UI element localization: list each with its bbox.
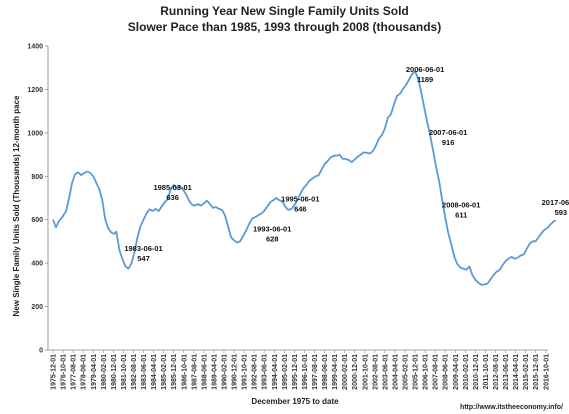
- annotation-date: 2007-06-01: [429, 128, 467, 137]
- x-tick-label: 2016-10-01: [543, 354, 550, 390]
- annotation-value: 916: [442, 138, 455, 147]
- y-tick-label: 1200: [27, 87, 43, 94]
- x-tick-label: 2009-04-01: [453, 354, 460, 390]
- x-tick-label: 2010-12-01: [473, 354, 480, 390]
- y-tick-label: 400: [31, 261, 43, 268]
- y-tick-label: 0: [39, 348, 43, 355]
- annotation-value: 593: [555, 208, 568, 217]
- x-tick-label: 1994-04-01: [272, 354, 279, 390]
- annotation-date: 2006-06-01: [406, 65, 444, 74]
- x-tick-label: 1975-12-01: [51, 354, 58, 390]
- x-tick-label: 1997-08-01: [312, 354, 319, 390]
- x-tick-label: 1986-10-01: [181, 354, 188, 390]
- x-tick-label: 1993-06-01: [262, 354, 269, 390]
- x-axis: 1975-12-01 1976-10-01 1977-08-01 1978-06-01…: [48, 349, 550, 390]
- x-tick-label: 1988-06-01: [201, 354, 208, 390]
- x-tick-label: 1992-08-01: [252, 354, 259, 390]
- x-tick-label: 1980-02-01: [101, 354, 108, 390]
- x-tick-label: 1979-04-01: [91, 354, 98, 390]
- annotation-value: 547: [137, 254, 150, 263]
- x-tick-label: 1989-04-01: [211, 354, 218, 390]
- chart-subtitle: Slower Pace than 1985, 1993 through 2008…: [128, 20, 441, 34]
- x-tick-label: 1990-12-01: [232, 354, 239, 390]
- annotation-date: 1995-06-01: [281, 195, 319, 204]
- x-tick-label: 2008-06-01: [443, 354, 450, 390]
- x-tick-label: 2006-10-01: [423, 354, 430, 390]
- annotation-date: 2008-06-01: [442, 200, 480, 209]
- x-tick-label: 2014-04-01: [513, 354, 520, 390]
- x-tick-label: 1985-12-01: [171, 354, 178, 390]
- annotation-value: 636: [166, 193, 179, 202]
- x-tick-label: 1984-04-01: [151, 354, 158, 390]
- annotation-date: 1993-06-01: [253, 225, 291, 234]
- annotation-value: 611: [455, 210, 467, 219]
- x-tick-label: 2007-08-01: [433, 354, 440, 390]
- y-tick-label: 1400: [27, 44, 43, 51]
- x-tick-label: 1987-08-01: [191, 354, 198, 390]
- x-tick-label: 1990-02-01: [221, 354, 228, 390]
- x-tick-label: 1996-10-01: [302, 354, 309, 390]
- x-tick-label: 2012-08-01: [493, 354, 500, 390]
- x-tick-label: 1980-12-01: [111, 354, 118, 390]
- x-tick-label: 2013-06-01: [503, 354, 510, 390]
- x-axis-title: December 1975 to date: [251, 397, 339, 406]
- x-tick-label: 2001-10-01: [362, 354, 369, 390]
- y-axis-title: New Single Family Units Sold (Thousands)…: [12, 95, 21, 316]
- y-axis: 0 200 400 600 800 1000 1200 1400: [27, 44, 49, 355]
- series-layer: [52, 70, 557, 286]
- annotation-date: 2017-06-01: [542, 198, 569, 207]
- x-tick-label: 1991-10-01: [242, 354, 249, 390]
- x-tick-label: 1981-10-01: [121, 354, 128, 390]
- y-tick-label: 600: [31, 217, 43, 224]
- x-tick-label: 2015-12-01: [533, 354, 540, 390]
- x-tick-label: 1976-10-01: [61, 354, 68, 390]
- x-tick-label: 1983-06-01: [141, 354, 148, 390]
- x-tick-label: 1977-08-01: [71, 354, 78, 390]
- x-tick-label: 2010-02-01: [463, 354, 470, 390]
- x-tick-label: 2005-12-01: [413, 354, 420, 390]
- x-tick-label: 2004-04-01: [392, 354, 399, 390]
- x-tick-label: 1995-02-01: [282, 354, 289, 390]
- x-tick-label: 1978-06-01: [81, 354, 88, 390]
- y-tick-label: 200: [31, 304, 43, 311]
- annotation-value: 1189: [417, 75, 433, 84]
- x-tick-label: 2000-02-01: [342, 354, 349, 390]
- x-tick-label: 2011-10-01: [483, 354, 490, 390]
- x-tick-label: 2000-12-01: [352, 354, 359, 390]
- x-tick-label: 1995-12-01: [292, 354, 299, 390]
- x-tick-label: 1999-04-01: [332, 354, 339, 390]
- y-tick-label: 1000: [27, 130, 43, 137]
- y-tick-label: 800: [31, 174, 43, 181]
- x-tick-label: 1985-02-01: [161, 354, 168, 390]
- source-url: http://www.itstheeconomy.info/: [460, 404, 563, 411]
- annotation-value: 628: [266, 235, 279, 244]
- x-tick-label: 2005-02-01: [402, 354, 409, 390]
- x-tick-label: 2002-08-01: [372, 354, 379, 390]
- chart-title: Running Year New Single Family Units Sol…: [160, 4, 409, 18]
- annotation-date: 1983-06-01: [124, 244, 162, 253]
- annotation-date: 1985-03-01: [153, 183, 191, 192]
- x-tick-label: 1998-06-01: [322, 354, 329, 390]
- x-tick-label: 1982-08-01: [131, 354, 138, 390]
- annotation-value: 646: [294, 205, 307, 214]
- series-line: [52, 70, 557, 286]
- x-tick-label: 2015-02-01: [523, 354, 530, 390]
- x-tick-label: 2003-06-01: [382, 354, 389, 390]
